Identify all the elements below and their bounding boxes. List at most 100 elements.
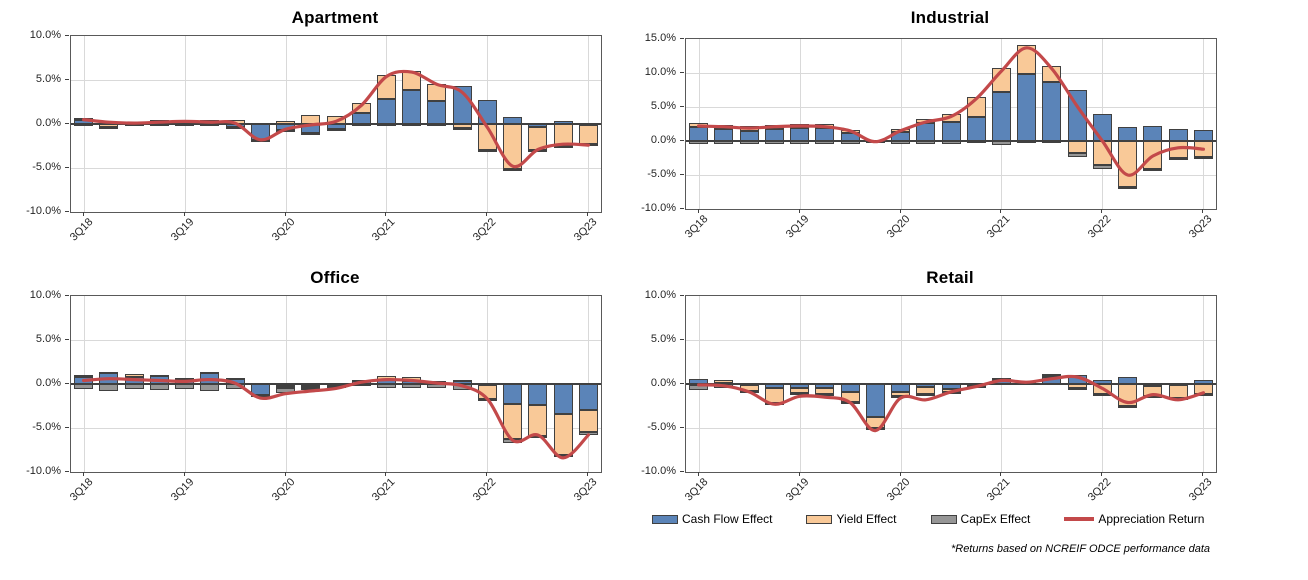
gridline-horizontal (71, 428, 601, 429)
bar-segment-yield (503, 124, 523, 169)
bar-segment-yield (790, 388, 810, 393)
bar-segment-capex (764, 141, 784, 144)
bar-segment-capex (916, 393, 936, 397)
gridline-vertical (901, 39, 902, 209)
y-axis-label: 5.0% (650, 100, 676, 112)
bar-segment-cash_flow (553, 121, 573, 124)
bar-segment-yield (1017, 45, 1037, 74)
x-axis-tick (698, 472, 699, 476)
bar-segment-yield (452, 379, 472, 382)
bar-segment-yield (276, 121, 296, 124)
bar-segment-capex (175, 384, 195, 390)
y-axis-tick (65, 123, 69, 124)
x-axis-tick (698, 209, 699, 213)
bar-segment-capex (301, 132, 321, 135)
bar-segment-capex (1042, 374, 1062, 377)
x-axis-tick (184, 472, 185, 476)
appreciation-return-line (697, 46, 1205, 177)
x-axis-tick (799, 209, 800, 213)
bar-segment-capex (200, 124, 220, 126)
y-axis-label: -5.0% (647, 168, 676, 180)
y-axis-tick (680, 72, 684, 73)
x-axis-tick (1000, 472, 1001, 476)
x-axis-tick (1202, 472, 1203, 476)
bar-segment-capex (427, 124, 447, 126)
y-axis-tick (65, 167, 69, 168)
bar-segment-cash_flow (1168, 128, 1188, 141)
appreciation-return-line (82, 377, 590, 460)
y-axis-label: 5.0% (35, 73, 61, 85)
bar-segment-capex (200, 384, 220, 392)
y-axis-label: 10.0% (644, 289, 676, 301)
chart-panel-office: Office 10.0% 5.0% 0.0% -5.0% -10.0% 3Q18 3Q19 3… (0, 260, 645, 510)
y-axis-label: 0.0% (650, 377, 676, 389)
x-axis-tick (1202, 209, 1203, 213)
x-axis-tick (486, 212, 487, 216)
bar-segment-cash_flow (1193, 130, 1213, 141)
bar-segment-cash_flow (916, 384, 936, 387)
bar-segment-cash_flow (815, 384, 835, 388)
x-axis-tick (83, 212, 84, 216)
bar-segment-cash_flow (276, 384, 296, 386)
y-axis-tick (65, 295, 69, 296)
yield-swatch-icon (806, 514, 833, 524)
gridline-vertical (1203, 39, 1204, 209)
bar-segment-capex (1067, 387, 1087, 391)
x-axis-tick (285, 212, 286, 216)
bar-segment-yield (250, 123, 270, 126)
bar-segment-cash_flow (916, 123, 936, 141)
y-axis-tick (65, 79, 69, 80)
bar-segment-yield (1067, 384, 1087, 388)
bar-segment-yield (578, 409, 598, 433)
bar-segment-yield (1067, 141, 1087, 154)
y-axis-tick (680, 295, 684, 296)
bar-segment-capex (452, 128, 472, 131)
plot-area-office (70, 295, 602, 473)
bar-segment-capex (1042, 141, 1062, 144)
bar-segment-cash_flow (427, 101, 447, 124)
x-axis-tick (1000, 209, 1001, 213)
y-axis-label: 10.0% (29, 289, 61, 301)
bar-segment-capex (916, 141, 936, 145)
bar-segment-capex (1067, 153, 1087, 158)
plot-area-industrial (685, 38, 1217, 210)
bar-segment-yield (200, 371, 220, 374)
y-axis-tick (680, 38, 684, 39)
bar-segment-capex (966, 141, 986, 144)
bar-segment-cash_flow (326, 124, 346, 130)
chart-panel-apartment: Apartment 10.0% 5.0% 0.0% -5.0% -10.0% 3Q18 3Q… (0, 0, 645, 250)
bar-segment-cash_flow (966, 116, 986, 141)
x-axis-tick (587, 472, 588, 476)
y-axis-tick (680, 106, 684, 107)
bar-segment-cash_flow (301, 384, 321, 386)
chart-title-industrial: Industrial (910, 8, 990, 27)
bar-segment-cash_flow (528, 124, 548, 127)
cash-flow-swatch-icon (652, 514, 678, 524)
bar-segment-cash_flow (1118, 376, 1138, 384)
x-axis-tick (184, 212, 185, 216)
bar-segment-yield (99, 371, 119, 374)
bar-segment-cash_flow (764, 384, 784, 389)
bar-segment-capex (124, 384, 144, 390)
y-axis-label: 10.0% (29, 29, 61, 41)
bar-segment-capex (891, 141, 911, 145)
bar-segment-capex (74, 384, 94, 390)
bar-segment-yield (301, 385, 321, 388)
y-axis-tick (680, 471, 684, 472)
bar-segment-capex (991, 141, 1011, 146)
bar-segment-cash_flow (1092, 379, 1112, 384)
bar-segment-yield (250, 383, 270, 386)
legend-item-appreciation-return: Appreciation Return (1064, 512, 1204, 526)
x-axis-tick (799, 472, 800, 476)
y-axis-tick (680, 383, 684, 384)
x-axis-tick (285, 472, 286, 476)
bar-segment-yield (714, 380, 734, 384)
bar-segment-cash_flow (714, 128, 734, 141)
legend-label-yield-effect: Yield Effect (836, 512, 897, 526)
bar-segment-yield (891, 391, 911, 397)
gridline-horizontal (686, 428, 1216, 429)
chart-panel-industrial: Industrial 15.0% 10.0% 5.0% 0.0% -5.0% -10.0%… (640, 0, 1285, 250)
gridline-horizontal (686, 175, 1216, 176)
bar-segment-yield (452, 124, 472, 129)
